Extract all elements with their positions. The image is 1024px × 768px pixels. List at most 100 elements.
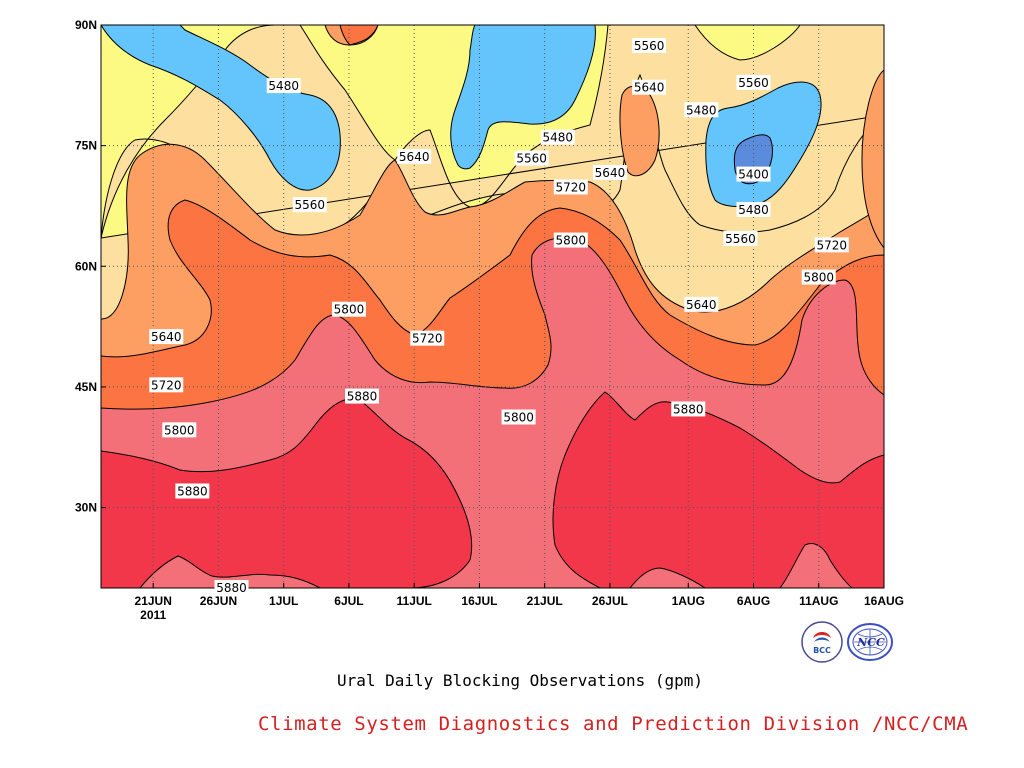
contour-label-text: 5560 (295, 198, 326, 212)
contour-label-text: 5560 (634, 39, 665, 53)
contour-label-text: 5800 (503, 410, 534, 424)
contour-label-bg (345, 388, 379, 404)
contour-label-text: 5880 (216, 581, 247, 595)
ncc-logo-text: NCC (856, 636, 885, 649)
contour-label-bg (632, 37, 667, 53)
contour-label-text: 5800 (803, 271, 834, 285)
y-tick-label: 30N (75, 501, 97, 515)
contour-label-text: 5720 (556, 180, 587, 194)
contour-labels: 5480 5640 5560 5640 5720 5800 5880 5880 5800 5720… (149, 37, 849, 595)
contour-label-5560: 5560 (632, 37, 667, 53)
contour-label-bg (410, 330, 445, 346)
contour-band-5800-5880 (779, 543, 853, 588)
contour-band-above-5880 (552, 391, 884, 588)
contour-label-bg (397, 148, 432, 164)
contour-label-text: 5560 (738, 76, 769, 90)
contour-label-bg (162, 422, 197, 438)
x-tick-label: 26JUL (592, 594, 628, 608)
contour-label-5640: 5640 (592, 164, 627, 180)
contour-label-bg (149, 329, 184, 345)
contour-label-5880: 5880 (214, 580, 249, 595)
bcc-logo-icon: BCC (801, 621, 843, 663)
contour-label-5480: 5480 (540, 129, 575, 145)
contour-label-text: 5560 (725, 232, 756, 246)
contour-label-text: 5640 (686, 298, 717, 312)
contour-label-5880: 5880 (175, 483, 210, 499)
contour-label-5800: 5800 (553, 232, 588, 248)
contour-label-text: 5720 (412, 332, 443, 346)
x-tick-label: 1AUG (672, 594, 705, 608)
contour-fields (101, 25, 884, 588)
contour-label-bg (736, 166, 771, 182)
contour-label-5720: 5720 (553, 179, 588, 195)
contour-label-bg (723, 230, 758, 246)
y-tick-label: 45N (75, 380, 97, 394)
contour-label-bg (632, 79, 667, 95)
x-tick-label: 26JUN (200, 594, 237, 608)
x-tick-label: 6JUL (334, 594, 363, 608)
contour-label-text: 5720 (817, 238, 848, 252)
contour-label-text: 5640 (151, 330, 182, 344)
contour-band-5800-5880 (139, 555, 321, 588)
x-tick-label: 16JUL (461, 594, 497, 608)
grid-lines (101, 25, 884, 588)
contour-label-text: 5640 (595, 166, 626, 180)
contour-label-bg (501, 409, 536, 425)
plot-frame (100, 24, 885, 589)
contour-label-text: 5640 (399, 150, 430, 164)
contour-label-5560: 5560 (736, 74, 771, 90)
contour-label-5800: 5800 (501, 409, 536, 425)
contour-label-5720: 5720 (410, 330, 445, 346)
contour-label-5800: 5800 (162, 422, 197, 438)
contour-band-5400-5480 (101, 25, 341, 191)
credit-line: Climate System Diagnostics and Predictio… (258, 713, 969, 735)
contour-label-bg (814, 237, 849, 253)
contour-label-bg (684, 102, 719, 118)
contour-label-bg (266, 78, 301, 94)
x-tick-label: 11AUG (799, 594, 838, 608)
contour-label-bg (592, 164, 627, 180)
contour-label-5560: 5560 (514, 150, 549, 166)
contour-label-bg (671, 401, 706, 417)
contour-label-bg (175, 483, 210, 499)
contour-label-bg (149, 377, 184, 393)
contour-label-text: 5800 (334, 303, 365, 317)
contour-label-text: 5640 (634, 81, 665, 95)
contour-label-5560: 5560 (723, 230, 758, 246)
x-tick-label: 21JUL (527, 594, 563, 608)
contour-label-5480: 5480 (266, 78, 301, 94)
contour-label-bg (514, 150, 549, 166)
contour-label-text: 5880 (673, 402, 704, 416)
x-tick-label: 6AUG (737, 594, 770, 608)
contour-label-5800: 5800 (801, 269, 836, 285)
contour-label-bg (553, 232, 588, 248)
contour-label-bg (684, 296, 719, 312)
contour-label-text: 5800 (164, 423, 195, 437)
contour-label-text: 5400 (738, 168, 769, 182)
x-tick-label: 11JUL (397, 594, 432, 608)
contour-label-5560: 5560 (292, 197, 327, 213)
contour-label-5640: 5640 (397, 148, 432, 164)
contour-label-5720: 5720 (149, 377, 184, 393)
chart-title: Ural Daily Blocking Observations (gpm) (336, 671, 704, 690)
contour-label-bg (736, 74, 771, 90)
contour-label-text: 5480 (268, 79, 299, 93)
contour-label-5880: 5880 (345, 388, 379, 404)
contour-label-5720: 5720 (814, 237, 849, 253)
contour-label-text: 5800 (556, 234, 587, 248)
contour-band-5800-5880 (629, 567, 706, 588)
contour-label-bg (214, 580, 249, 595)
x-tick-label: 16AUG (864, 594, 904, 608)
contour-label-5480: 5480 (736, 201, 771, 217)
contour-label-text: 5480 (738, 203, 769, 217)
contour-band-5640-5720 (861, 69, 884, 249)
contour-label-5480: 5480 (684, 102, 719, 118)
contour-label-bg (736, 201, 771, 217)
contour-label-5640: 5640 (684, 296, 719, 312)
x-tick-label: 1JUL (269, 594, 298, 608)
contour-label-text: 5720 (151, 378, 182, 392)
contour-label-5880: 5880 (671, 401, 706, 417)
bcc-logo-text: BCC (813, 646, 831, 655)
contour-label-bg (540, 129, 575, 145)
